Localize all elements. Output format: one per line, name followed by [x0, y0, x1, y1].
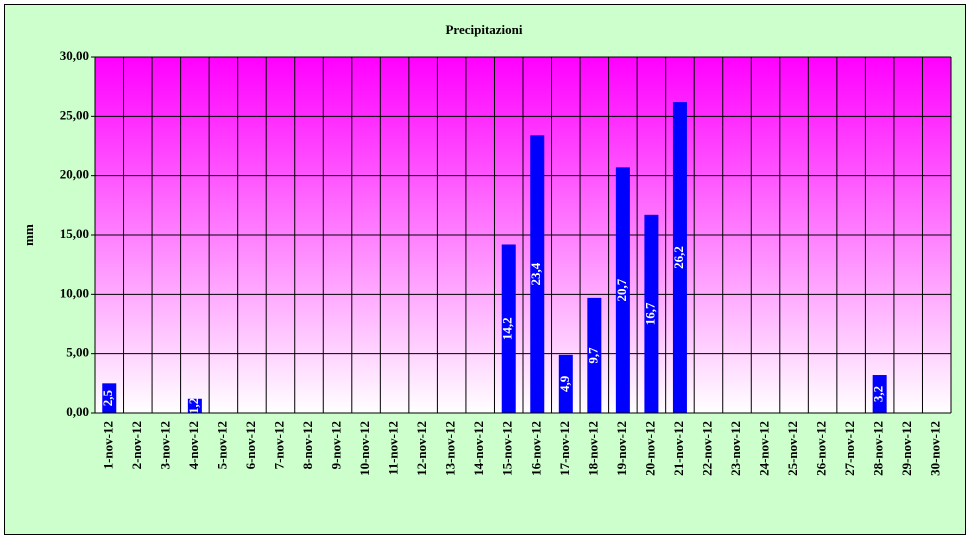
x-tick-label: 16-nov-12 — [528, 421, 543, 476]
x-tick-label: 13-nov-12 — [443, 421, 458, 476]
bar — [102, 383, 117, 413]
x-tick-label: 3-nov-12 — [157, 421, 172, 469]
x-tick-label: 29-nov-12 — [899, 421, 914, 476]
bar — [530, 135, 545, 413]
chart-title: Precipitazioni — [445, 22, 522, 37]
x-tick-label: 18-nov-12 — [585, 421, 600, 476]
x-tick-label: 14-nov-12 — [471, 421, 486, 476]
x-tick-label: 10-nov-12 — [357, 421, 372, 476]
value-label: 26,2 — [671, 246, 686, 269]
y-tick-label: 10,00 — [60, 285, 89, 300]
value-label: 3,2 — [871, 386, 886, 402]
y-tick-label: 5,00 — [66, 345, 89, 360]
value-label: 14,2 — [500, 317, 515, 340]
x-tick-label: 11-nov-12 — [386, 421, 401, 475]
x-tick-label: 27-nov-12 — [842, 421, 857, 476]
x-tick-label: 23-nov-12 — [728, 421, 743, 476]
x-tick-label: 15-nov-12 — [500, 421, 515, 476]
x-tick-label: 21-nov-12 — [671, 421, 686, 476]
y-tick-label: 30,00 — [60, 48, 89, 63]
x-tick-label: 1-nov-12 — [100, 421, 115, 469]
bar — [615, 167, 630, 413]
x-tick-label: 19-nov-12 — [614, 421, 629, 476]
x-tick-label: 25-nov-12 — [785, 421, 800, 476]
bar — [187, 398, 202, 413]
y-axis-title: mm — [21, 224, 36, 246]
value-label: 4,9 — [557, 375, 572, 392]
value-label: 1,2 — [186, 398, 201, 414]
x-tick-label: 6-nov-12 — [243, 421, 258, 469]
y-tick-label: 15,00 — [60, 226, 89, 241]
x-tick-label: 8-nov-12 — [300, 421, 315, 469]
value-label: 16,7 — [642, 302, 657, 325]
bar — [587, 297, 602, 413]
x-tick-label: 2-nov-12 — [129, 421, 144, 469]
x-tick-label: 7-nov-12 — [271, 421, 286, 469]
bar — [644, 214, 659, 413]
x-tick-label: 17-nov-12 — [557, 421, 572, 476]
bar — [501, 244, 516, 413]
y-tick-label: 20,00 — [60, 167, 89, 182]
bar — [872, 375, 887, 413]
value-label: 20,7 — [614, 278, 629, 301]
x-tick-label: 30-nov-12 — [928, 421, 943, 476]
y-tick-label: 0,00 — [66, 404, 89, 419]
x-tick-label: 9-nov-12 — [329, 421, 344, 469]
y-tick-label: 25,00 — [60, 107, 89, 122]
x-tick-label: 12-nov-12 — [414, 421, 429, 476]
bar — [558, 354, 573, 413]
value-label: 2,5 — [100, 390, 115, 407]
x-tick-label: 5-nov-12 — [214, 421, 229, 469]
x-tick-label: 26-nov-12 — [814, 421, 829, 476]
x-tick-label: 20-nov-12 — [642, 421, 657, 476]
value-label: 23,4 — [528, 262, 543, 285]
x-tick-label: 4-nov-12 — [186, 421, 201, 469]
value-label: 9,7 — [585, 347, 600, 364]
bar — [672, 102, 687, 414]
x-tick-label: 24-nov-12 — [757, 421, 772, 476]
x-tick-label: 22-nov-12 — [699, 421, 714, 476]
x-tick-label: 28-nov-12 — [871, 421, 886, 476]
